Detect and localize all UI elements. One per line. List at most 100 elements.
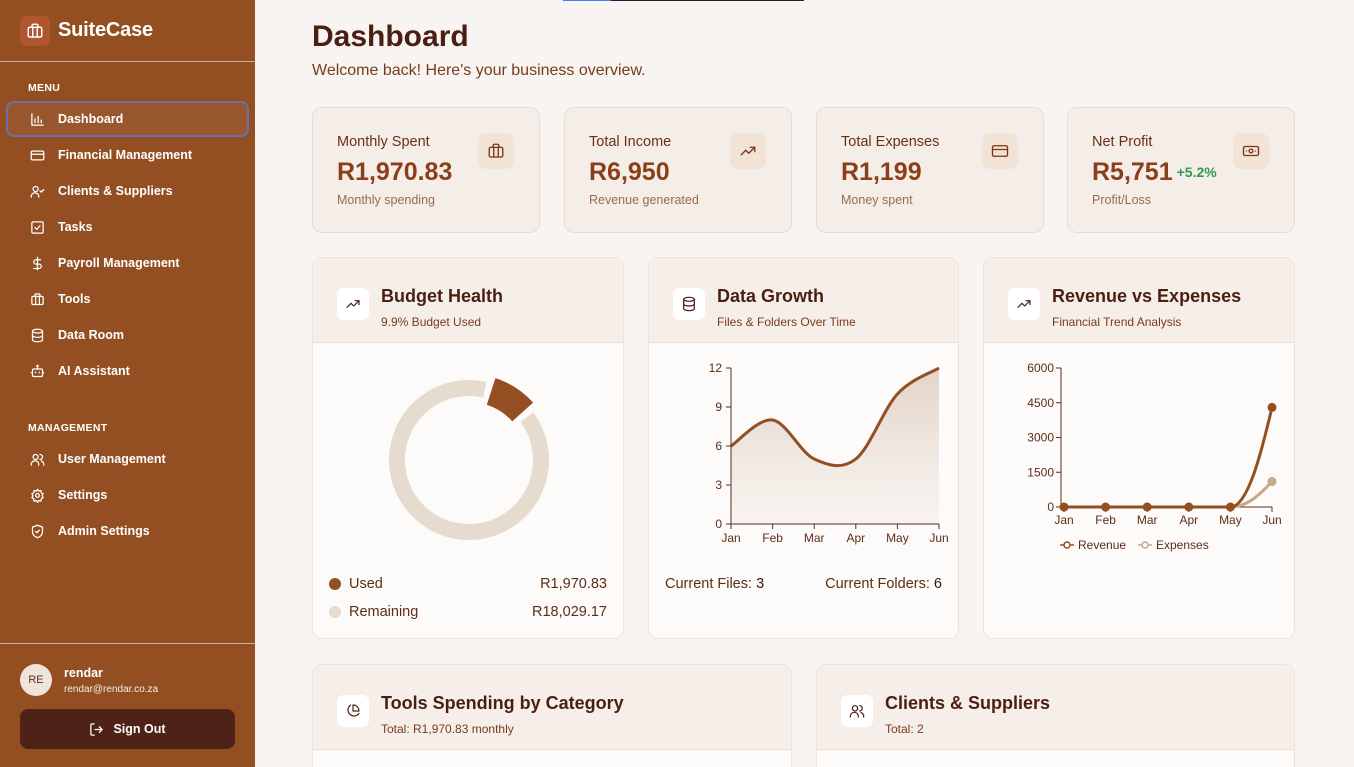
main-menu: Dashboard Financial Management Clients &… [6,101,249,389]
stat-value: R6,950 [589,158,670,186]
sign-out-label: Sign Out [113,722,166,736]
y-tick-label: 0 [1047,500,1054,514]
briefcase-icon [478,133,514,169]
card-header: Budget Health 9.9% Budget Used [313,258,623,343]
log-out-icon [90,722,104,736]
card-header: Data Growth Files & Folders Over Time [649,258,958,343]
card-header: Tools Spending by Category Total: R1,970… [313,665,791,750]
stat-card-monthly-spent: Monthly Spent R1,970.83 Monthly spending [312,107,540,233]
sidebar-item-financial-management[interactable]: Financial Management [6,137,249,173]
card-header: Clients & Suppliers Total: 2 [817,665,1294,750]
user-profile[interactable]: RE rendar rendar@rendar.co.za [0,644,255,696]
series-point-revenue [1184,502,1194,512]
sidebar-item-label: Data Room [58,328,124,342]
series-line-revenue [1064,407,1274,509]
series-point-revenue [1142,502,1152,512]
series-line-expenses [1064,480,1274,509]
legend-remaining: Remaining R18,029.17 [329,604,607,620]
stat-hint: Monthly spending [337,193,435,207]
sidebar-item-label: Settings [58,488,108,502]
trending-up-icon [337,288,369,320]
stat-value-amount: R5,751 [1092,158,1173,186]
x-tick-label: Feb [1095,513,1116,527]
card-title: Clients & Suppliers [885,693,1051,713]
legend-value: R1,970.83 [540,576,607,592]
menu-section-label: MENU [28,82,61,94]
sidebar-item-clients-suppliers[interactable]: Clients & Suppliers [6,173,249,209]
sidebar-item-user-management[interactable]: User Management [6,441,249,477]
sidebar-item-label: Payroll Management [58,256,180,270]
card-title: Budget Health [381,286,504,306]
area-fill [731,368,939,524]
y-tick-label: 0 [715,517,722,531]
donut-slice-used [486,378,534,422]
trending-up-icon [730,133,766,169]
y-tick-label: 3000 [1027,431,1054,445]
legend-marker [1063,541,1071,549]
files-label: Current Files: [665,576,753,592]
legend-item-expenses: Expenses [1138,538,1209,552]
stat-card-net-profit: Net Profit R5,751 +5.2% Profit/Loss [1067,107,1295,233]
revenue-expenses-chart: 0 1500 3000 4500 6000 Jan Feb Mar Apr May Jun Reven… [1027,361,1281,552]
card-header: Revenue vs Expenses Financial Trend Anal… [984,258,1294,343]
bar-chart-icon [29,111,45,127]
stat-label: Monthly Spent [337,134,430,150]
card-title: Revenue vs Expenses [1052,286,1242,306]
y-tick-label: 6 [715,439,722,453]
credit-card-icon [29,147,45,163]
legend-label: Revenue [1078,538,1126,552]
sidebar-item-dashboard[interactable]: Dashboard [6,101,249,137]
legend-marker [1141,541,1149,549]
sidebar-footer: RE rendar rendar@rendar.co.za Sign Out [0,643,255,767]
x-tick-label: Jun [1262,513,1281,527]
x-tick-label: Feb [762,531,783,545]
sidebar-item-payroll-management[interactable]: Payroll Management [6,245,249,281]
data-growth-card: Data Growth Files & Folders Over Time 0 3… [648,257,959,639]
stat-label: Total Expenses [841,134,940,150]
card-subtitle: Total: 2 [885,722,924,736]
revenue-expenses-card: Revenue vs Expenses Financial Trend Anal… [983,257,1295,639]
sidebar-item-label: Dashboard [58,112,124,126]
sidebar-item-tools[interactable]: Tools [6,281,249,317]
brand[interactable]: SuiteCase [0,0,255,62]
stat-hint: Profit/Loss [1092,193,1152,207]
legend-item-revenue: Revenue [1060,538,1126,552]
card-title: Data Growth [717,286,825,306]
database-icon [673,288,705,320]
y-tick-label: 4500 [1027,396,1054,410]
x-tick-label: May [886,531,909,545]
x-tick-label: Mar [804,531,825,545]
sidebar: SuiteCase MENU Dashboard Financial Manag… [0,0,255,767]
sidebar-item-settings[interactable]: Settings [6,477,249,513]
y-tick-label: 1500 [1027,465,1054,479]
budget-health-card: Budget Health 9.9% Budget Used Used R1,9… [312,257,624,639]
sidebar-item-tasks[interactable]: Tasks [6,209,249,245]
bot-icon [29,363,45,379]
sidebar-item-label: AI Assistant [58,364,130,378]
sidebar-item-ai-assistant[interactable]: AI Assistant [6,353,249,389]
card-subtitle: 9.9% Budget Used [381,315,482,329]
page-subtitle: Welcome back! Here's your business overv… [312,62,646,79]
sidebar-item-admin-settings[interactable]: Admin Settings [6,513,249,549]
y-tick-label: 3 [715,478,722,492]
tools-spending-card: Tools Spending by Category Total: R1,970… [312,664,792,767]
sidebar-item-label: Tools [58,292,91,306]
stat-card-total-income: Total Income R6,950 Revenue generated [564,107,792,233]
stat-value: R1,970.83 [337,158,453,186]
folders-label: Current Folders: [825,576,930,592]
stat-hint: Revenue generated [589,193,699,207]
x-tick-label: Jan [721,531,740,545]
stat-label: Total Income [589,134,672,150]
data-growth-chart: 0 3 6 9 12 Jan Feb Mar Apr May Jun [709,361,949,545]
briefcase-logo-icon [20,15,50,46]
remaining-swatch [329,606,341,618]
top-scroll-indicator [563,0,804,1]
gear-icon [29,487,45,503]
x-tick-label: Apr [1179,513,1198,527]
banknote-icon [1233,133,1269,169]
sidebar-item-data-room[interactable]: Data Room [6,317,249,353]
sign-out-button[interactable]: Sign Out [20,709,235,749]
clients-suppliers-card: Clients & Suppliers Total: 2 [816,664,1295,767]
page-title: Dashboard [312,20,469,53]
x-tick-label: Jun [929,531,948,545]
